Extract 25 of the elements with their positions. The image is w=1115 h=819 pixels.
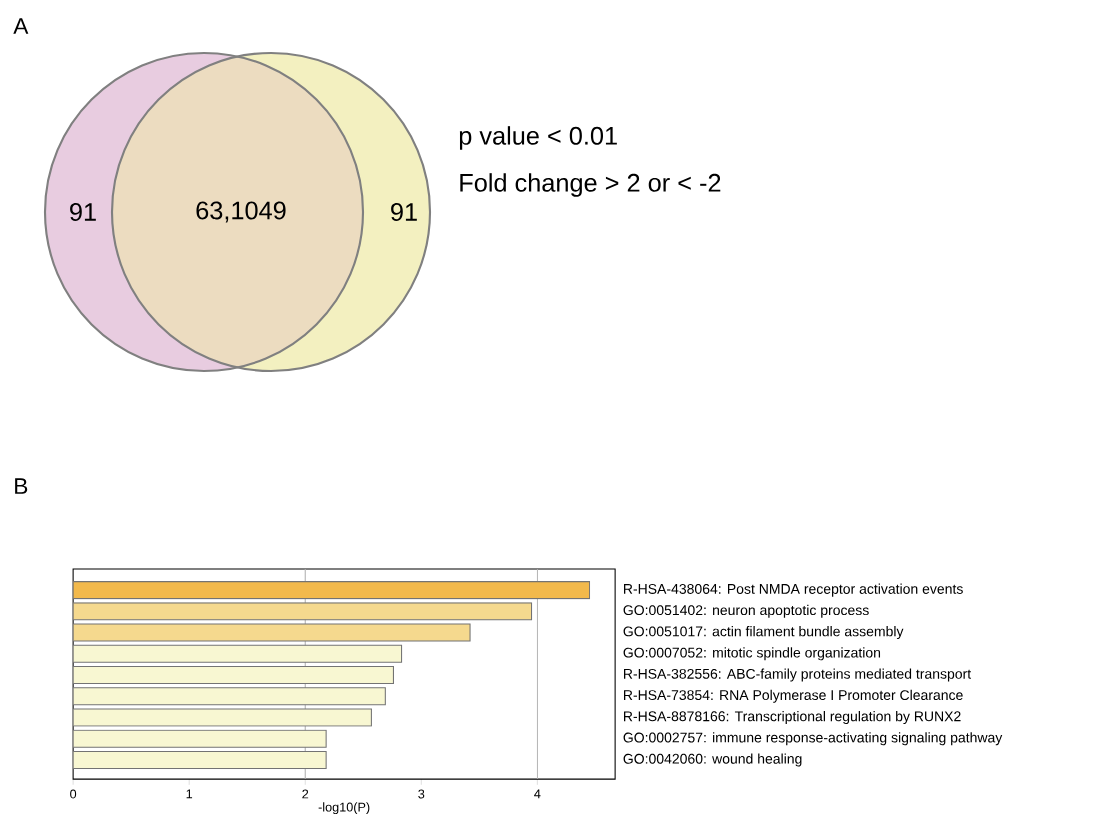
text: 63,1049 [196,201,286,223]
text: Fold change > 2 or < -2 [460,173,721,198]
y-tick-label: GO:0002757: immune response-activating signaling pathway [623,732,1003,746]
x-tick-label: 4 [534,789,541,799]
x-axis-title: -log10(P) [318,802,370,815]
y-tick-label: R-HSA-8878166: Transcriptional regulation by RUNX2 [624,711,961,725]
text: 91 [391,203,417,222]
y-tick-label: R-HSA-382556: ABC-family proteins mediated transport [624,668,972,682]
bar [73,708,372,727]
x-tick-label: 2 [302,789,309,799]
x-tick-label: 3 [418,789,425,799]
text: p value < 0.01 [459,126,617,151]
y-tick-label: R-HSA-73854: RNA Polymerase I Promoter Clearance [624,689,963,704]
y-tick-label: GO:0042060: wound healing [623,753,802,767]
x-tick-label: 1 [186,789,193,799]
bar [73,602,533,621]
y-tick-label: GO:0051402: neuron apoptotic process [623,605,869,619]
text: A [13,18,29,35]
text: 91 [70,203,96,222]
x-tick-label: 0 [70,789,77,799]
y-tick-label: GO:0051017: actin filament bundle assembly [623,626,904,640]
chart-title: B [15,478,28,495]
bar [73,581,591,600]
y-tick-label: GO:0007052: mitotic spindle organization [623,647,881,661]
y-tick-label: R-HSA-438064: Post NMDA receptor activation events [624,583,963,597]
